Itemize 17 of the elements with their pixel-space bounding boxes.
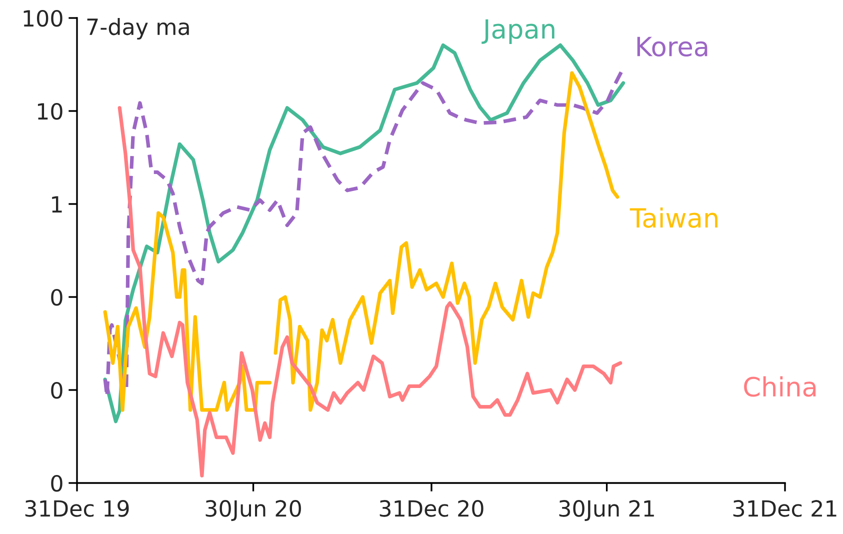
y-tick-label: 1 (52, 196, 62, 212)
text: China (744, 376, 816, 397)
x-tick-label: 30Jun 20 (206, 500, 301, 521)
y-tick-label: 10 (38, 102, 62, 120)
line-series (118, 106, 622, 478)
y-tick-label: 100 (24, 10, 62, 27)
series-label: Taiwan (630, 207, 718, 228)
x-tick-label: 31Dec 19 (25, 500, 129, 517)
y-tick-label: 0 (51, 382, 62, 399)
x-tick-label: 31Dec 20 (380, 500, 484, 517)
x-tick-label: 30Jun 21 (559, 500, 654, 521)
y-tick-label: 0 (51, 288, 62, 306)
y-tick-label: 0 (51, 474, 62, 492)
x-tick-label: 31Dec 21 (733, 500, 836, 517)
annotation: 7-day ma (87, 18, 189, 40)
series-label: Korea (637, 36, 708, 56)
series-label: Japan (482, 19, 554, 44)
